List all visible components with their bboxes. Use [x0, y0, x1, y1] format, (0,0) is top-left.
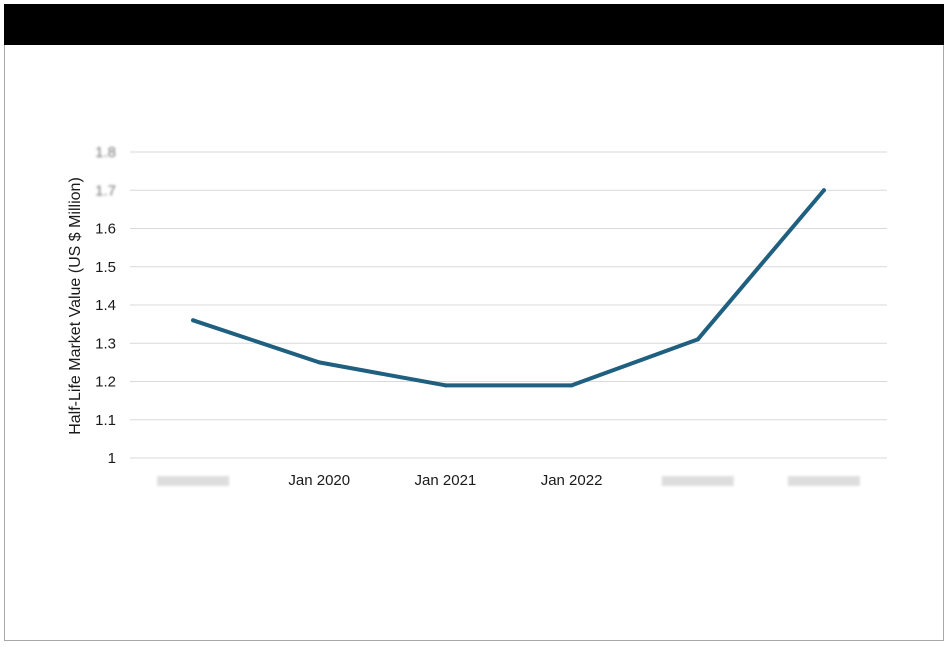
title-bar: [4, 4, 944, 45]
x-tick-label: Jan 2020: [288, 472, 350, 489]
data-point: [443, 383, 448, 388]
data-point: [821, 188, 826, 193]
y-tick-label: 1: [108, 450, 116, 467]
series-layer: [191, 188, 826, 388]
y-tick-label: 1.8: [95, 144, 116, 161]
x-tick-label: Jan 2021: [415, 472, 477, 489]
data-point: [191, 318, 196, 323]
series-line: [191, 188, 826, 388]
x-tick-label-illegible: [157, 476, 230, 486]
x-axis-ticks: Jan 2020 Jan 2021 Jan 2022: [157, 472, 860, 489]
y-tick-label: 1.1: [95, 412, 116, 429]
gridlines: [130, 151, 887, 459]
x-tick-label-illegible: [787, 476, 860, 486]
chart-frame: [4, 4, 944, 641]
y-axis-title: Half-Life Market Value (US $ Million): [67, 177, 84, 435]
y-tick-label: 1.4: [95, 297, 116, 314]
y-tick-label: 1.6: [95, 221, 116, 238]
y-tick-label: 1.2: [95, 374, 116, 391]
x-tick-label-illegible: [661, 476, 734, 486]
data-point: [317, 360, 322, 365]
data-point: [695, 337, 700, 342]
y-tick-label: 1.7: [95, 182, 116, 199]
y-tick-label: 1.3: [95, 335, 116, 352]
y-tick-label: 1.5: [95, 259, 116, 276]
y-axis-ticks: 1 1.1 1.2 1.3 1.4 1.5 1.6 1.7 1.8: [95, 144, 116, 467]
data-point: [569, 383, 574, 388]
x-tick-label: Jan 2022: [541, 472, 603, 489]
